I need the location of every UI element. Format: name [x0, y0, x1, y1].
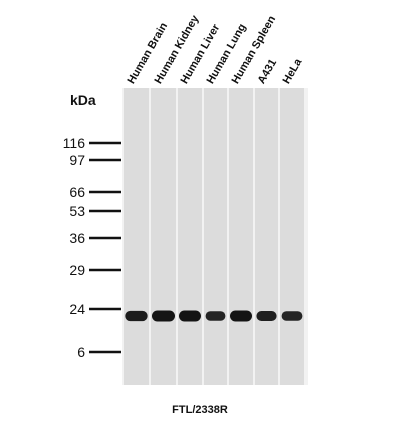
lane-7 — [280, 88, 304, 385]
marker-label-97: 97 — [69, 152, 85, 168]
antibody-caption: FTL/2338R — [172, 404, 228, 416]
band-lane-5 — [230, 310, 252, 322]
lane-5 — [229, 88, 253, 385]
marker-label-6: 6 — [77, 344, 85, 360]
marker-label-36: 36 — [69, 230, 85, 246]
marker-label-116: 116 — [62, 135, 85, 151]
kda-unit-label: kDa — [70, 92, 96, 108]
band-lane-7 — [281, 311, 303, 321]
marker-label-53: 53 — [69, 203, 85, 219]
marker-label-29: 29 — [69, 262, 85, 278]
band-lane-4 — [205, 311, 226, 321]
lane-4 — [204, 88, 227, 385]
band-lane-6 — [256, 311, 277, 321]
marker-label-66: 66 — [69, 184, 85, 200]
marker-label-24: 24 — [69, 301, 85, 317]
lane-3 — [178, 88, 202, 385]
band-lane-3 — [179, 310, 201, 322]
lane-1 — [124, 88, 149, 385]
lane-2 — [151, 88, 176, 385]
lane-6 — [255, 88, 278, 385]
band-lane-1 — [125, 310, 148, 322]
band-lane-2 — [152, 310, 175, 322]
